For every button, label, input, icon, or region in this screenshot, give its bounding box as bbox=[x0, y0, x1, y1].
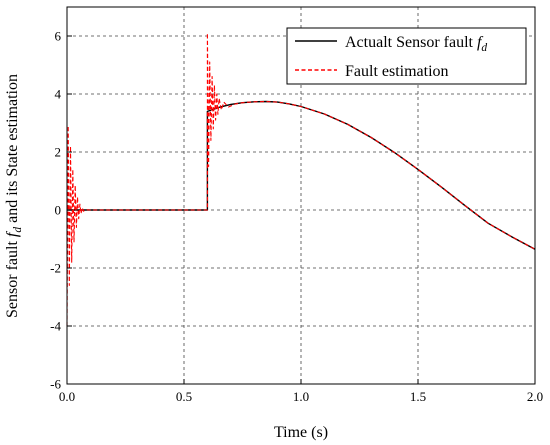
series-line-fault-estimation bbox=[66, 32, 536, 327]
legend-label-fault-estimation: Fault estimation bbox=[345, 63, 449, 80]
x-tick-label: 0.5 bbox=[176, 389, 192, 404]
y-axis-label: Sensor fault fd and its State estimation bbox=[4, 74, 24, 318]
x-axis-label: Time (s) bbox=[274, 424, 328, 441]
x-tick-label: 1.0 bbox=[293, 389, 309, 404]
legend: Actualt Sensor fault fd Fault estimation bbox=[286, 27, 527, 85]
y-tick-label: 6 bbox=[55, 29, 62, 44]
y-tick-label: 0 bbox=[55, 203, 62, 218]
y-tick-label: -4 bbox=[50, 319, 61, 334]
x-tick-label: 2.0 bbox=[527, 389, 543, 404]
y-tick-label: 4 bbox=[55, 87, 62, 102]
y-tick-label: -6 bbox=[50, 377, 61, 392]
y-tick-label: 2 bbox=[55, 145, 62, 160]
legend-label-actual-fault: Actualt Sensor fault fd bbox=[345, 34, 487, 54]
series-lines bbox=[66, 32, 536, 327]
x-tick-label: 0.0 bbox=[59, 389, 75, 404]
axis-ticks: 0.0 0.5 1.0 1.5 2.0 -6 -4 -2 0 2 4 6 bbox=[50, 29, 543, 405]
legend-box bbox=[286, 27, 527, 85]
y-tick-label: -2 bbox=[50, 261, 61, 276]
x-tick-label: 1.5 bbox=[410, 389, 426, 404]
